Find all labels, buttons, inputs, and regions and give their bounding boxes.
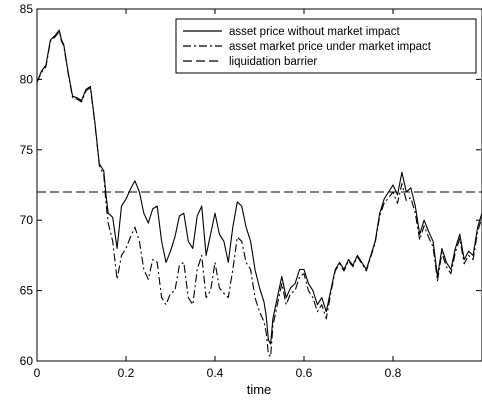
legend-label-under-impact: asset market price under market impact xyxy=(229,41,432,53)
x-tick-label: 0.2 xyxy=(118,366,135,380)
legend-label-without-impact: asset price without market impact xyxy=(229,26,400,38)
x-tick-label: 0.4 xyxy=(207,366,224,380)
x-axis-title: time xyxy=(247,382,272,397)
y-tick-label: 80 xyxy=(20,72,34,86)
y-tick-label: 70 xyxy=(20,213,34,227)
y-tick-label: 60 xyxy=(20,354,34,368)
plot-frame xyxy=(36,8,482,362)
legend-box xyxy=(175,18,477,74)
legend-label-barrier: liquidation barrier xyxy=(229,56,317,68)
x-tick-label: 0.8 xyxy=(385,366,402,380)
series-line-asset-price-without-market-impact xyxy=(37,29,482,345)
ticks-layer: 0 0.2 0.4 0.6 0.8 60 65 70 75 80 85 xyxy=(20,2,481,380)
x-tick-label: 0 xyxy=(34,366,41,380)
series-line-asset-market-price-under-market-impact xyxy=(37,30,482,358)
x-tick-label: 0.6 xyxy=(296,366,313,380)
legend: asset price without market impact asset … xyxy=(175,18,477,74)
y-tick-label: 75 xyxy=(20,143,34,157)
series-layer xyxy=(37,29,482,358)
y-tick-label: 65 xyxy=(20,284,34,298)
y-tick-label: 85 xyxy=(20,2,34,16)
